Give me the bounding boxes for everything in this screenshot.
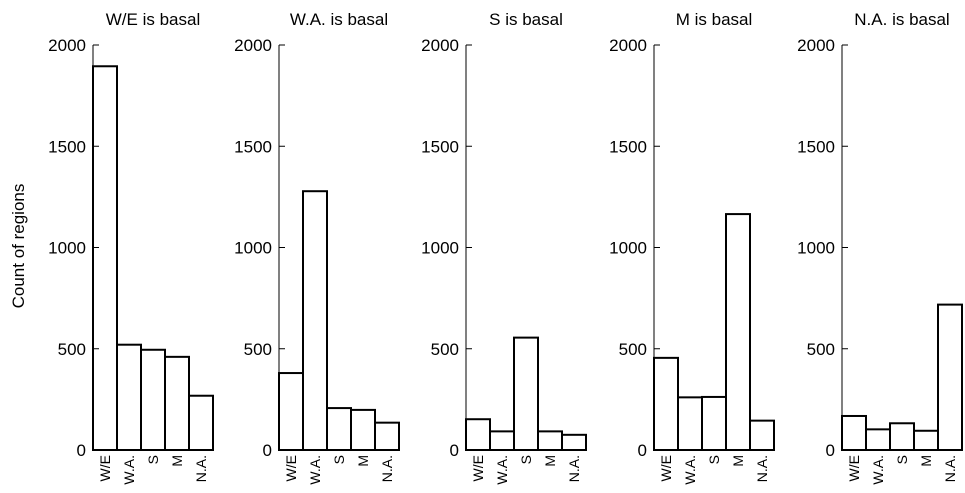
y-tick-label: 1500 [797, 137, 835, 156]
y-tick-label: 0 [77, 441, 86, 460]
bar-N.A. [749, 419, 775, 452]
panel-3: S is basal 0 500 1000 1500 2000 W/E W.A. S M N.A. [421, 10, 587, 485]
panel-2: W.A. is basal 0 500 1000 1500 2000 W/E W.A. S M N.… [234, 10, 400, 485]
x-tick-label: W.A. [307, 455, 323, 485]
y-tick-label: 1500 [234, 137, 272, 156]
bar-W/E [92, 65, 118, 451]
bar-M [164, 355, 190, 452]
x-tick-label: S [145, 455, 161, 464]
y-tick-label: 2000 [48, 36, 86, 55]
x-tick-label: M [918, 455, 934, 467]
x-tick-label: W.A. [682, 455, 698, 485]
bar-W/E [278, 372, 304, 451]
bar-M [913, 429, 939, 452]
panel-title: W.A. is basal [290, 10, 388, 29]
x-tick-label: N.A. [193, 455, 209, 482]
bar-N.A. [374, 421, 400, 452]
bar-W/E [465, 418, 491, 452]
bar-S [889, 422, 915, 451]
x-tick-label: W/E [470, 455, 486, 481]
x-tick-label: W.A. [121, 455, 137, 485]
y-tick-label: 1500 [421, 137, 459, 156]
bar-W/E [841, 414, 867, 452]
y-tick-label: 2000 [797, 36, 835, 55]
panel-1: W/E is basal 0 500 1000 1500 2000 W/E W.A. S M N.A… [48, 10, 214, 485]
bar-W.A. [677, 396, 703, 452]
y-tick-label: 1000 [234, 239, 272, 258]
y-tick-label: 1500 [48, 137, 86, 156]
bar-M [350, 408, 376, 451]
y-tick-label: 1500 [609, 137, 647, 156]
x-tick-label: W/E [97, 455, 113, 481]
x-tick-label: S [331, 455, 347, 464]
panel-5: N.A. is basal 0 500 1000 1500 2000 W/E W.A. S M N.… [797, 10, 963, 485]
y-tick-label: 2000 [234, 36, 272, 55]
y-tick-label: 0 [638, 441, 647, 460]
x-tick-label: N.A. [379, 455, 395, 482]
x-tick-label: S [706, 455, 722, 464]
x-tick-label: N.A. [566, 455, 582, 482]
bar-W.A. [116, 343, 142, 452]
y-tick-label: 1000 [609, 239, 647, 258]
panel-title: S is basal [489, 10, 563, 29]
y-tick-label: 0 [826, 441, 835, 460]
panel-title: N.A. is basal [854, 10, 949, 29]
bar-S [326, 407, 352, 451]
bar-W.A. [302, 190, 328, 452]
x-tick-label: M [169, 455, 185, 467]
panel-title: W/E is basal [106, 10, 200, 29]
bar-W.A. [489, 430, 515, 451]
x-tick-label: W/E [846, 455, 862, 481]
y-tick-label: 500 [619, 340, 647, 359]
bar-W.A. [865, 428, 891, 452]
y-tick-label: 500 [58, 340, 86, 359]
y-tick-label: 1000 [48, 239, 86, 258]
bar-N.A. [937, 303, 963, 452]
bar-S [701, 395, 727, 452]
y-tick-label: 0 [450, 441, 459, 460]
bar-W/E [653, 356, 679, 451]
x-tick-label: S [518, 455, 534, 464]
bar-N.A. [561, 433, 587, 451]
panel-title: M is basal [676, 10, 753, 29]
y-axis-title: Count of regions [9, 184, 28, 309]
x-tick-label: M [730, 455, 746, 467]
x-tick-label: M [542, 455, 558, 467]
x-tick-label: W.A. [494, 455, 510, 485]
x-tick-label: W.A. [870, 455, 886, 485]
bar-S [513, 336, 539, 451]
bar-S [140, 348, 166, 452]
y-tick-label: 1000 [421, 239, 459, 258]
bar-N.A. [188, 394, 214, 452]
bar-M [537, 430, 563, 451]
y-tick-label: 500 [807, 340, 835, 359]
x-tick-label: N.A. [942, 455, 958, 482]
x-tick-label: S [894, 455, 910, 464]
x-tick-label: N.A. [754, 455, 770, 482]
y-tick-label: 2000 [421, 36, 459, 55]
x-tick-label: W/E [283, 455, 299, 481]
y-tick-label: 0 [263, 441, 272, 460]
y-tick-label: 500 [431, 340, 459, 359]
panel-4: M is basal 0 500 1000 1500 2000 W/E W.A. S M N.A. [609, 10, 775, 485]
x-tick-label: M [355, 455, 371, 467]
y-tick-label: 2000 [609, 36, 647, 55]
y-tick-label: 1000 [797, 239, 835, 258]
bar-M [725, 213, 751, 451]
x-tick-label: W/E [658, 455, 674, 481]
y-tick-label: 500 [244, 340, 272, 359]
